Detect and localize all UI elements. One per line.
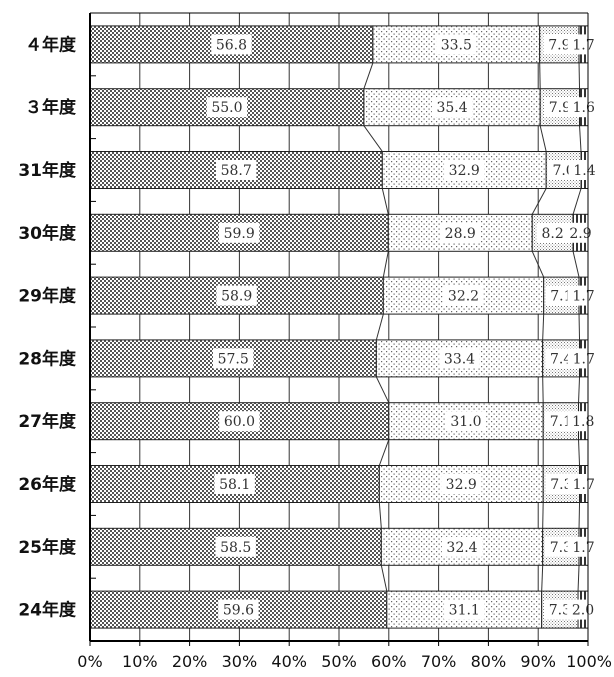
category-label: ４年度 [25, 34, 77, 55]
bar-value-label: 59.9 [224, 226, 255, 242]
connector-line [379, 503, 381, 529]
bar-value-label: 1.7 [572, 289, 594, 305]
x-tick-label: 100% [566, 652, 612, 671]
bar-value-label: 57.5 [218, 351, 249, 367]
x-tick-label: 70% [421, 652, 457, 671]
connector-line [542, 565, 543, 591]
connector-line [381, 565, 386, 591]
bar-value-label: 31.1 [449, 603, 480, 619]
bar-value-label: 58.7 [221, 163, 252, 179]
bar-value-label: 55.0 [211, 100, 242, 116]
bar-value-label: 35.4 [436, 100, 467, 116]
x-tick-label: 80% [471, 652, 507, 671]
x-tick-label: 0% [77, 652, 102, 671]
x-tick-label: 50% [321, 652, 357, 671]
x-tick-label: 40% [271, 652, 307, 671]
bar-value-label: 59.6 [223, 603, 254, 619]
bar-value-label: 7.9 [549, 100, 571, 116]
bar-value-label: 33.4 [444, 351, 475, 367]
bar-value-label: 1.7 [572, 37, 594, 53]
connector-line [382, 189, 388, 215]
connector-line [578, 565, 579, 591]
bar-value-label: 32.2 [448, 289, 479, 305]
connector-line [543, 314, 544, 340]
connector-line [364, 63, 373, 89]
category-label: 24年度 [18, 600, 77, 621]
bar-value-label: 60.0 [224, 414, 255, 430]
bar-value-label: 7.9 [548, 37, 570, 53]
category-label: ３年度 [25, 97, 77, 118]
connector-line [579, 440, 580, 466]
bar-value-label: 33.5 [441, 37, 472, 53]
connector-line [376, 314, 383, 340]
category-label: 28年度 [18, 348, 77, 369]
bar-value-label: 32.9 [446, 477, 477, 493]
connector-line [379, 440, 388, 466]
bar-value-label: 58.1 [219, 477, 250, 493]
bar-value-label: 32.4 [446, 540, 477, 556]
x-tick-label: 30% [222, 652, 258, 671]
connector-line [573, 189, 581, 215]
bar-value-label: 1.8 [572, 414, 594, 430]
bar-value-label: 58.5 [220, 540, 251, 556]
bar-value-label: 1.7 [572, 540, 594, 556]
category-label: 31年度 [18, 160, 77, 181]
connector-line [532, 189, 546, 215]
bar-value-label: 56.8 [216, 37, 247, 53]
category-label: 27年度 [18, 411, 77, 432]
category-label: 26年度 [18, 474, 77, 495]
connector-line [573, 251, 579, 277]
bar-value-label: 58.9 [221, 289, 252, 305]
connector-line [364, 126, 382, 152]
connector-line [580, 126, 581, 152]
bar-value-label: 31.0 [450, 414, 481, 430]
x-tick-label: 60% [371, 652, 407, 671]
bar-value-label: 28.9 [445, 226, 476, 242]
bar-value-label: 2.0 [572, 603, 594, 619]
connector-line [383, 251, 388, 277]
category-label: 25年度 [18, 537, 77, 558]
x-tick-label: 90% [520, 652, 556, 671]
connector-layer [364, 63, 581, 591]
bar-value-label: 1.6 [573, 100, 595, 116]
connector-line [540, 126, 546, 152]
connector-line [579, 377, 580, 403]
bar-value-label: 32.9 [449, 163, 480, 179]
category-label: 29年度 [18, 286, 77, 307]
bar-value-label: 1.7 [573, 477, 595, 493]
x-tick-label: 10% [122, 652, 158, 671]
category-label: 30年度 [18, 223, 77, 244]
x-tick-label: 20% [172, 652, 208, 671]
connector-line [376, 377, 388, 403]
bar-value-label: 1.7 [573, 351, 595, 367]
bar-value-label: 1.4 [573, 163, 595, 179]
bar-value-label: 8.2 [542, 226, 564, 242]
